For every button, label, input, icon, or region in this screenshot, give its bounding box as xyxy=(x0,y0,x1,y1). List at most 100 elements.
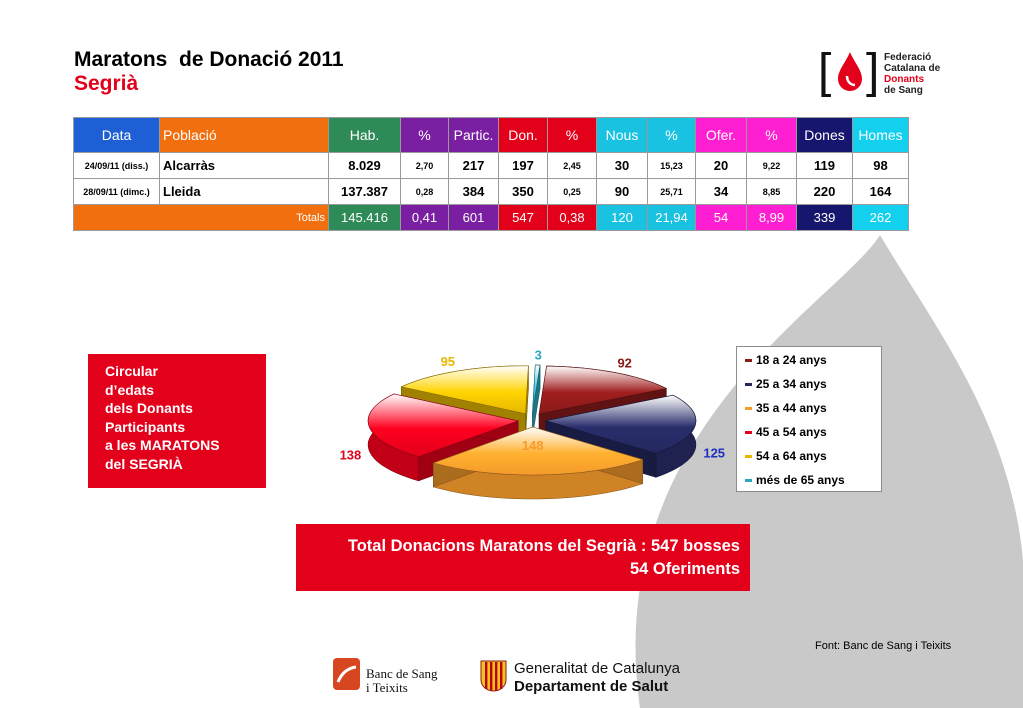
totals-cell: 0,41 xyxy=(400,204,449,231)
federacio-line: de Sang xyxy=(884,85,923,96)
generalitat-line: Departament de Salut xyxy=(514,678,669,695)
table-cell: 164 xyxy=(852,178,909,205)
pie-value-label: 138 xyxy=(340,447,361,462)
table-cell: 24/09/11 (diss.) xyxy=(73,152,160,179)
pie-value-label: 125 xyxy=(703,446,725,461)
legend-label: 45 a 54 anys xyxy=(756,425,827,439)
banc-logo-line: i Teixits xyxy=(366,680,408,695)
generalitat-line: Generalitat de Catalunya xyxy=(514,660,680,677)
table-header-cell: Partic. xyxy=(448,117,499,153)
totals-cell: 0,38 xyxy=(547,204,597,231)
total-donations-box: Total Donacions Maratons del Segrià : 54… xyxy=(296,524,750,591)
age-pie-chart: 92 125 148 138 95 3 xyxy=(340,348,725,500)
totals-cell: 54 xyxy=(695,204,747,231)
page-subtitle: Segrià xyxy=(74,72,139,95)
table-row: 28/09/11 (dimc.) Lleida 137.387 0,28 384 350 0… xyxy=(73,178,909,205)
legend-item: 25 a 34 anys xyxy=(745,377,827,391)
table-header-cell: Homes xyxy=(852,117,909,153)
legend-item: més de 65 anys xyxy=(745,473,845,487)
totals-cell: 547 xyxy=(498,204,548,231)
table-row: 24/09/11 (diss.) Alcarràs 8.029 2,70 217 197 2… xyxy=(73,152,909,179)
table-header-cell: Don. xyxy=(498,117,548,153)
table-header-cell: % xyxy=(647,117,696,153)
legend-label: 18 a 24 anys xyxy=(756,353,827,367)
legend-label: 35 a 44 anys xyxy=(756,401,827,415)
banc-logo-line: Banc de Sang xyxy=(366,666,438,681)
table-cell: 0,25 xyxy=(547,178,597,205)
table-cell: Alcarràs xyxy=(159,152,329,179)
page-title: Maratons de Donació 2011 xyxy=(74,48,344,71)
table-cell: 30 xyxy=(596,152,648,179)
total-offerings-line: 54 Oferiments xyxy=(629,560,740,578)
table-cell: 34 xyxy=(695,178,747,205)
table-cell: 2,70 xyxy=(400,152,449,179)
pie-value-label: 148 xyxy=(522,438,544,453)
table-header-row: Data Població Hab.% Partic. Don.% Nous% Ofer.%… xyxy=(73,117,909,153)
legend-item: 35 a 44 anys xyxy=(745,401,827,415)
table-header-cell: % xyxy=(746,117,797,153)
table-header-cell: Dones xyxy=(796,117,853,153)
totals-cell: 601 xyxy=(448,204,499,231)
chart-legend: 18 a 24 anys 25 a 34 anys 35 a 44 anys 45 a… xyxy=(736,346,882,492)
info-line: dels Donants xyxy=(105,400,193,416)
pie-value-label: 92 xyxy=(617,356,631,371)
table-cell: 2,45 xyxy=(547,152,597,179)
totals-cell: 21,94 xyxy=(647,204,696,231)
info-line: d’edats xyxy=(105,381,155,398)
donation-stats-table: Data Població Hab.% Partic. Don.% Nous% Ofer.%… xyxy=(73,117,909,231)
totals-cell: 145.416 xyxy=(328,204,401,231)
table-header-cell: % xyxy=(547,117,597,153)
table-header-cell: Ofer. xyxy=(695,117,747,153)
table-header-cell: Població xyxy=(159,117,329,153)
logo-bracket-left: [ xyxy=(818,45,832,98)
info-line: del SEGRIÀ xyxy=(105,455,183,472)
totals-cell: 8,99 xyxy=(746,204,797,231)
legend-item: 45 a 54 anys xyxy=(745,425,827,439)
table-cell: 0,28 xyxy=(400,178,449,205)
legend-item: 18 a 24 anys xyxy=(745,353,827,367)
totals-cell: 262 xyxy=(852,204,909,231)
legend-swatch xyxy=(745,407,752,411)
pie-value-label: 3 xyxy=(535,348,542,363)
totals-cell: 120 xyxy=(596,204,648,231)
table-cell: 119 xyxy=(796,152,853,179)
legend-label: més de 65 anys xyxy=(756,473,845,487)
federacio-line: Catalana de xyxy=(884,63,941,74)
table-cell: 217 xyxy=(448,152,499,179)
table-cell: 15,23 xyxy=(647,152,696,179)
banc-logo-mark-icon xyxy=(333,658,360,690)
info-line: Circular xyxy=(105,363,158,379)
table-cell: 25,71 xyxy=(647,178,696,205)
generalitat-logo: Generalitat de Catalunya Departament de … xyxy=(480,660,710,696)
pie-value-label: 95 xyxy=(441,354,455,369)
pie-slice xyxy=(532,364,541,438)
legend-label: 54 a 64 anys xyxy=(756,449,827,463)
totals-cell: 339 xyxy=(796,204,853,231)
table-cell: 28/09/11 (dimc.) xyxy=(73,178,160,205)
table-totals-row: Totals 145.416 0,41 601 547 0,38 120 21,94 54 8,9… xyxy=(73,204,909,231)
blood-drop-icon xyxy=(838,52,862,91)
legend-swatch xyxy=(745,359,752,363)
federacio-logo-text: Federació Catalana de Donants de Sang xyxy=(884,52,940,96)
total-donations-line: Total Donacions Maratons del Segrià : 54… xyxy=(347,537,740,555)
legend-swatch xyxy=(745,455,752,459)
table-cell: 220 xyxy=(796,178,853,205)
legend-swatch xyxy=(745,383,752,387)
federacio-line: Federació xyxy=(884,52,932,63)
table-header-cell: % xyxy=(400,117,449,153)
table-header-cell: Nous xyxy=(596,117,648,153)
logo-bracket-right: ] xyxy=(866,45,880,98)
table-cell: 197 xyxy=(498,152,548,179)
senyera-shield-icon xyxy=(480,660,507,692)
table-cell: Lleida xyxy=(159,178,329,205)
pie-slice xyxy=(432,426,644,500)
info-line: a les MARATONS xyxy=(105,437,220,453)
source-note: Font: Banc de Sang i Teixits xyxy=(815,640,952,652)
legend-swatch xyxy=(745,479,752,483)
table-cell: 20 xyxy=(695,152,747,179)
table-cell: 8.029 xyxy=(328,152,401,179)
table-cell: 8,85 xyxy=(746,178,797,205)
table-cell: 9,22 xyxy=(746,152,797,179)
age-circular-info-box: Circular d’edats dels Donants Participan… xyxy=(88,354,266,488)
legend-item: 54 a 64 anys xyxy=(745,449,827,463)
